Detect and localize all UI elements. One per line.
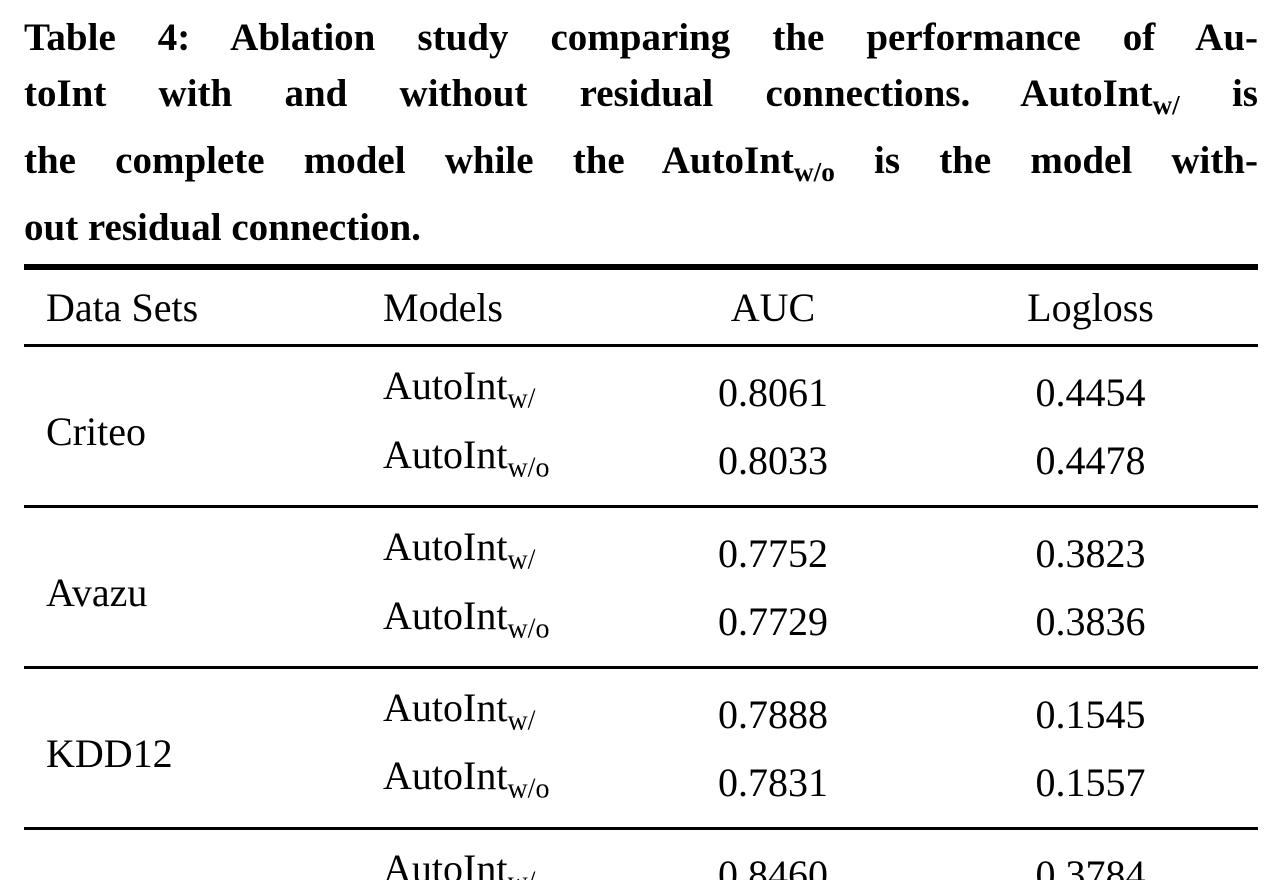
model-subscript: w/: [507, 383, 536, 415]
caption-text: toInt with and without residual connecti…: [24, 72, 1153, 115]
model-subscript: w/o: [507, 612, 550, 644]
caption-text: Table 4: Ablation study comparing the pe…: [24, 16, 1258, 59]
col-header-auc: AUC: [730, 285, 816, 331]
model-name: AutoInt: [383, 753, 508, 799]
model-cell: AutoIntw/o: [383, 427, 623, 507]
col-header-datasets: Data Sets: [46, 285, 199, 331]
logloss-value-cell: 0.4478: [1035, 438, 1146, 484]
dataset-cell: Criteo: [46, 409, 146, 455]
model-subscript: w/: [507, 866, 535, 880]
table-row: AutoIntw/o 0.7729 0.3836: [24, 588, 1258, 668]
dataset-cell: Avazu: [46, 570, 148, 616]
model-cell: AutoIntw/o: [383, 748, 623, 828]
dataset-group: KDD12 AutoIntw/0.7888 0.1545 AutoIntw/o 0.78…: [24, 667, 1258, 829]
table-row: Criteo AutoIntw/0.8061 0.4454: [24, 346, 1258, 454]
model-subscript: w/o: [507, 773, 550, 805]
ablation-table: Data Sets Models AUC Logloss Criteo AutoI…: [24, 264, 1258, 880]
model-name: AutoInt: [383, 431, 508, 477]
col-header-logloss: Logloss: [1027, 285, 1154, 331]
caption-line: Table 4: Ablation study comparing the pe…: [24, 10, 1258, 66]
col-header-models: Models: [383, 285, 503, 331]
caption-line: the complete model while the AutoIntw/o …: [24, 133, 1258, 200]
auc-value-cell: 0.7831: [718, 760, 828, 806]
model-subscript: w/: [507, 544, 536, 576]
caption-line: toInt with and without residual connecti…: [24, 66, 1258, 133]
model-name: AutoInt: [383, 592, 508, 638]
model-cell: AutoIntw/: [383, 828, 623, 880]
model-name: AutoInt: [383, 524, 508, 570]
model-cell: AutoIntw/o: [383, 588, 623, 668]
header-row: Data Sets Models AUC Logloss: [24, 267, 1258, 346]
table-caption: Table 4: Ablation study comparing the pe…: [24, 10, 1258, 256]
caption-subscript: w/: [1152, 90, 1180, 121]
logloss-value-cell: 0.1545: [1035, 691, 1146, 737]
caption-text: out residual connection.: [24, 206, 421, 250]
model-subscript: w/o: [507, 452, 550, 484]
table-header: Data Sets Models AUC Logloss: [24, 267, 1258, 346]
dataset-group: Avazu AutoIntw/0.7752 0.3823 AutoIntw/o 0.77…: [24, 507, 1258, 668]
model-cell: AutoIntw/: [383, 667, 623, 748]
table-row: AutoIntw/o 0.8033 0.4478: [24, 427, 1258, 507]
table-row: KDD12 AutoIntw/0.7888 0.1545: [24, 667, 1258, 776]
model-name: AutoInt: [383, 363, 508, 409]
table-row: MovieLens-1MAutoIntw/0.8460 0.3784: [24, 828, 1258, 880]
caption-text: the complete model while the AutoInt: [24, 139, 794, 183]
auc-value-cell: 0.7888: [718, 691, 828, 737]
model-cell: AutoIntw/: [383, 346, 623, 427]
table-row: Avazu AutoIntw/0.7752 0.3823: [24, 507, 1258, 615]
caption-line: out residual connection.: [24, 200, 1258, 256]
dataset-cell: MovieLens-1M: [24, 828, 383, 880]
auc-value-cell: 0.7752: [718, 530, 828, 576]
model-cell: AutoIntw/: [383, 507, 623, 588]
logloss-value-cell: 0.3784: [1035, 852, 1146, 880]
caption-text: is the model with-: [834, 139, 1258, 183]
model-subscript: w/: [507, 705, 536, 737]
auc-value-cell: 0.8033: [718, 438, 828, 484]
logloss-value-cell: 0.3823: [1035, 530, 1146, 576]
auc-value-cell: 0.8061: [718, 370, 828, 416]
logloss-value-cell: 0.4454: [1035, 370, 1146, 416]
model-name: AutoInt: [383, 684, 508, 730]
dataset-cell: KDD12: [46, 730, 173, 776]
logloss-value-cell: 0.3836: [1035, 599, 1146, 645]
dataset-group: Criteo AutoIntw/0.8061 0.4454 AutoIntw/o 0.8…: [24, 346, 1258, 507]
logloss-value-cell: 0.1557: [1035, 760, 1146, 806]
auc-value-cell: 0.7729: [718, 599, 828, 645]
auc-value-cell: 0.8460: [718, 852, 828, 880]
paper-page: Table 4: Ablation study comparing the pe…: [24, 0, 1258, 880]
caption-text: is: [1179, 72, 1258, 115]
table-row: AutoIntw/o 0.7831 0.1557: [24, 748, 1258, 828]
model-name: AutoInt: [383, 845, 508, 880]
dataset-group: MovieLens-1MAutoIntw/0.8460 0.3784 AutoInt…: [24, 828, 1258, 880]
caption-subscript: w/o: [793, 157, 835, 188]
